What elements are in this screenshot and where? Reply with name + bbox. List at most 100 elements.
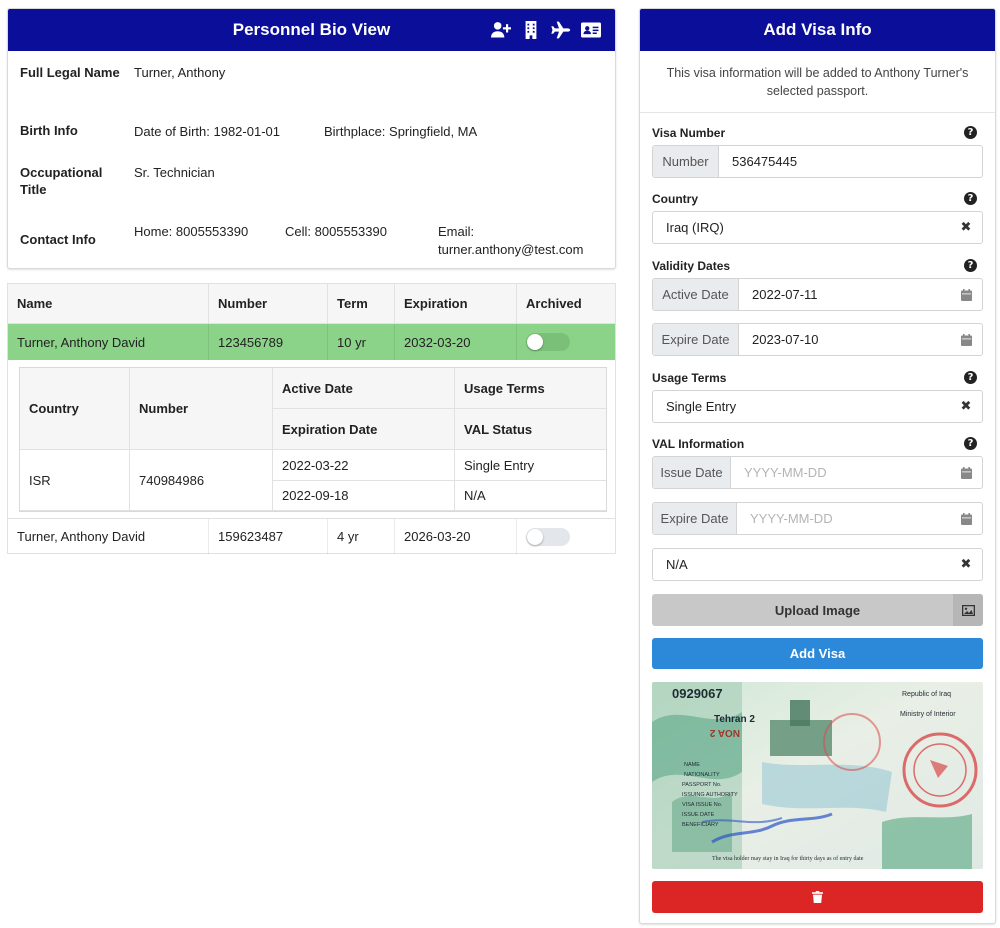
calendar-icon[interactable]	[950, 503, 982, 534]
add-visa-title: Add Visa Info	[763, 20, 872, 39]
bio-header: Personnel Bio View	[8, 9, 615, 51]
passport-table: Name Number Term Expiration Archived Tur…	[7, 283, 616, 554]
home-phone: Home: 8005553390	[134, 224, 249, 239]
expire-date-addon: Expire Date	[653, 324, 739, 355]
active-date-field[interactable]: Active Date 2022-07-11	[652, 278, 983, 311]
bio-header-actions	[491, 9, 601, 51]
user-plus-icon[interactable]	[491, 21, 511, 39]
archived-cell	[517, 519, 615, 554]
country-value: Iraq (IRQ)	[666, 220, 724, 235]
table-row[interactable]: Turner, Anthony David 123456789 10 yr 20…	[8, 324, 615, 360]
issue-date-field[interactable]: Issue Date YYYY-MM-DD	[652, 456, 983, 489]
visa-active-date: 2022-03-22	[273, 450, 455, 481]
visa-col-usage-terms: Usage Terms	[455, 368, 606, 409]
visa-val-status: N/A	[455, 481, 606, 511]
expire-date-input[interactable]: 2023-07-10	[752, 332, 819, 347]
passport-number: 123456789	[209, 324, 328, 360]
plane-icon[interactable]	[551, 21, 571, 39]
add-visa-button[interactable]: Add Visa	[652, 638, 983, 669]
visa-col-val-status: VAL Status	[455, 409, 606, 450]
val-status-value: N/A	[666, 557, 688, 572]
visa-number-help-icon[interactable]: ?	[964, 126, 977, 139]
passport-term: 10 yr	[328, 324, 395, 360]
usage-terms-select[interactable]: Single Entry ✖	[652, 390, 983, 423]
upload-image-label: Upload Image	[774, 602, 861, 618]
col-archived[interactable]: Archived	[526, 296, 582, 311]
visa-image-field: PASSPORT No.	[682, 782, 722, 788]
passport-number: 159623487	[209, 519, 328, 554]
number-addon: Number	[653, 146, 719, 177]
val-status-select[interactable]: N/A ✖	[652, 548, 983, 581]
occupation-label: Occupational Title	[20, 165, 103, 197]
visa-country: ISR	[20, 450, 130, 511]
val-info-label: VAL Information	[652, 437, 745, 451]
birth-info-label: Birth Info	[20, 123, 78, 138]
delete-button[interactable]	[652, 881, 983, 913]
toggle-knob	[527, 528, 543, 545]
expire-date-field[interactable]: Expire Date 2023-07-10	[652, 323, 983, 356]
passport-expiration: 2026-03-20	[395, 519, 517, 554]
issue-date-input[interactable]: YYYY-MM-DD	[744, 465, 827, 480]
col-expiration[interactable]: Expiration	[395, 284, 517, 323]
hotel-icon[interactable]	[521, 21, 541, 39]
visa-col-country: Country	[20, 368, 130, 450]
validity-help-icon[interactable]: ?	[964, 259, 977, 272]
visa-image-field: ISSUE DATE	[682, 812, 715, 818]
archived-cell	[517, 324, 615, 360]
col-name[interactable]: Name	[8, 284, 209, 323]
country-help-icon[interactable]: ?	[964, 192, 977, 205]
clear-glyph: ✖	[960, 399, 972, 414]
id-card-icon[interactable]	[581, 21, 601, 39]
visa-col-active-date: Active Date	[273, 368, 455, 409]
col-term[interactable]: Term	[328, 284, 395, 323]
archived-toggle[interactable]	[526, 527, 570, 546]
visa-image-preview: 0929067 Tehran 2 NOA 2 Republic of Iraq …	[652, 682, 983, 869]
passport-expiration: 2032-03-20	[395, 324, 517, 360]
passport-name: Turner, Anthony David	[8, 519, 209, 554]
visa-image-graphic: 0929067 Tehran 2 NOA 2 Republic of Iraq …	[652, 682, 983, 869]
clear-glyph: ✖	[960, 220, 972, 235]
add-visa-intro: This visa information will be added to A…	[640, 51, 995, 113]
calendar-icon[interactable]	[950, 457, 982, 488]
country-select[interactable]: Iraq (IRQ) ✖	[652, 211, 983, 244]
visa-image-city: Tehran 2	[714, 714, 755, 725]
clear-icon[interactable]: ✖	[950, 391, 982, 422]
calendar-icon[interactable]	[950, 279, 982, 310]
usage-help-icon[interactable]: ?	[964, 371, 977, 384]
visa-number-input[interactable]: 536475445	[732, 154, 798, 169]
trash-icon	[812, 891, 823, 903]
visa-usage-terms: Single Entry	[455, 450, 606, 481]
date-of-birth: Date of Birth: 1982-01-01	[134, 124, 280, 139]
visa-col-expiration-date: Expiration Date	[273, 409, 455, 450]
visa-col-number: Number	[130, 368, 273, 450]
val-help-icon[interactable]: ?	[964, 437, 977, 450]
email-label: Email:	[438, 224, 475, 239]
birthplace: Birthplace: Springfield, MA	[324, 124, 478, 139]
clear-icon[interactable]: ✖	[950, 212, 982, 243]
visa-number-label: Visa Number	[652, 126, 726, 140]
add-visa-header: Add Visa Info	[640, 9, 995, 51]
col-number[interactable]: Number	[209, 284, 328, 323]
clear-icon[interactable]: ✖	[950, 549, 982, 580]
full-name-value: Turner, Anthony	[134, 65, 226, 80]
visa-number-field[interactable]: Number 536475445	[652, 145, 983, 178]
validity-dates-label: Validity Dates	[652, 259, 731, 273]
visa-image-field: NAME	[684, 762, 700, 768]
visa-image-ministry: Ministry of Interior	[900, 711, 956, 718]
visa-image-field: VISA ISSUE No.	[682, 802, 723, 808]
val-expire-date-input[interactable]: YYYY-MM-DD	[750, 511, 833, 526]
upload-image-button[interactable]: Upload Image	[652, 594, 983, 626]
passport-table-header: Name Number Term Expiration Archived	[8, 284, 615, 324]
bio-title: Personnel Bio View	[232, 20, 391, 39]
calendar-icon[interactable]	[950, 324, 982, 355]
full-name-label: Full Legal Name	[20, 65, 120, 80]
visa-image-republic: Republic of Iraq	[902, 691, 951, 698]
occupation-value: Sr. Technician	[134, 165, 215, 180]
archived-toggle[interactable]	[526, 333, 570, 351]
val-expire-date-addon: Expire Date	[653, 503, 737, 534]
table-row[interactable]: Turner, Anthony David 159623487 4 yr 202…	[8, 518, 615, 554]
usage-terms-value: Single Entry	[666, 399, 737, 414]
active-date-input[interactable]: 2022-07-11	[752, 287, 818, 302]
country-label: Country	[652, 192, 698, 206]
val-expire-date-field[interactable]: Expire Date YYYY-MM-DD	[652, 502, 983, 535]
